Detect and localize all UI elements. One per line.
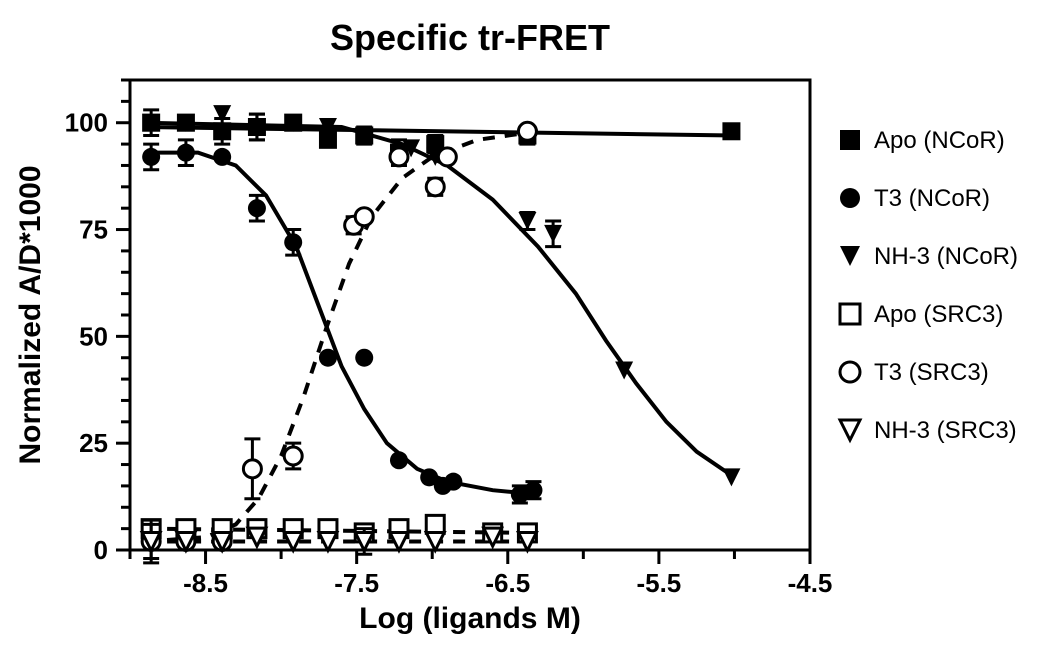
- legend-apo_src3: Apo (SRC3): [874, 301, 1003, 328]
- legend-apo_ncor: Apo (NCoR): [874, 127, 1005, 154]
- fret-chart: Specific tr-FRET 0 25 50 75 100 -8.5 -7.5 -6.5 -5…: [0, 0, 1050, 659]
- legend-nh3_src3: NH-3 (SRC3): [874, 417, 1017, 444]
- fit-t3_ncor: [145, 153, 538, 495]
- y-tick-label: 50: [79, 321, 108, 351]
- y-tick-label: 0: [94, 535, 108, 565]
- y-tick-label: 75: [79, 215, 108, 245]
- y-tick-label: 25: [79, 428, 108, 458]
- legend-t3_ncor: T3 (NCoR): [874, 185, 990, 212]
- x-tick-label: -5.5: [636, 568, 681, 598]
- x-tick-label: -4.5: [788, 568, 833, 598]
- x-tick-label: -8.5: [183, 568, 228, 598]
- y-axis-label: Normalized A/D*1000: [14, 165, 47, 464]
- fit-nh3_ncor: [145, 123, 734, 478]
- chart-title: Specific tr-FRET: [330, 17, 610, 58]
- fit-t3_src3: [145, 131, 538, 541]
- x-tick-label: -6.5: [485, 568, 530, 598]
- x-axis-label: Log (ligands M): [359, 602, 581, 635]
- plot-frame: [130, 80, 810, 550]
- y-tick-label: 100: [65, 108, 108, 138]
- legend-nh3_ncor: NH-3 (NCoR): [874, 243, 1018, 270]
- fit-apo_src3: [145, 529, 538, 533]
- x-tick-label: -7.5: [334, 568, 379, 598]
- legend-t3_src3: T3 (SRC3): [874, 359, 989, 386]
